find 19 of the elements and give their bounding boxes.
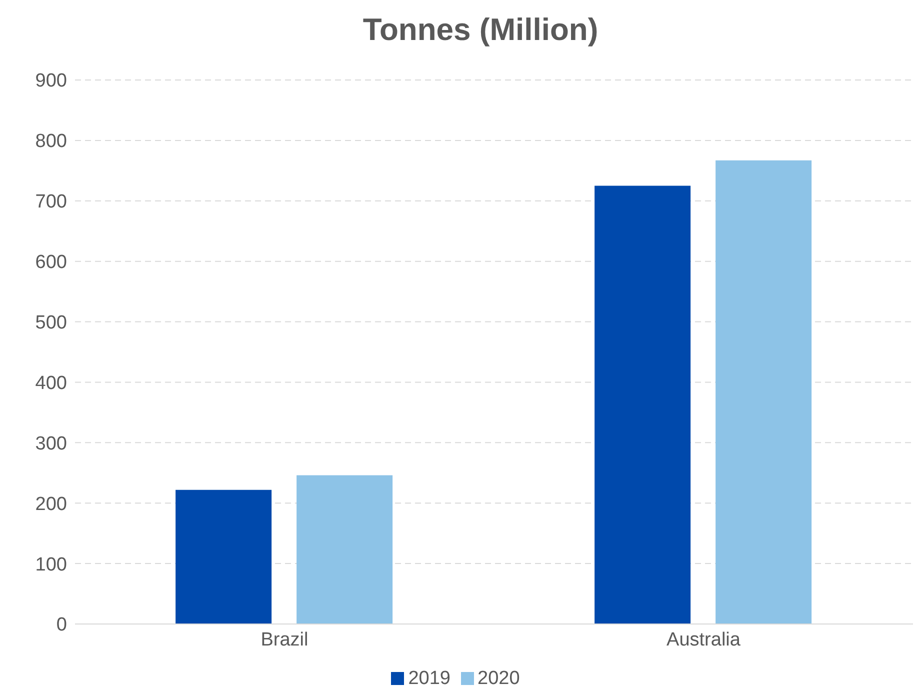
- x-tick-label: Australia: [666, 629, 741, 650]
- bar: [594, 186, 691, 624]
- y-tick-label: 800: [35, 131, 67, 152]
- y-tick-label: 700: [35, 192, 67, 213]
- chart-title: Tonnes (Million): [362, 11, 600, 49]
- legend-label: 2020: [478, 668, 520, 689]
- y-tick-label: 200: [35, 494, 67, 515]
- y-tick-label: 500: [35, 312, 67, 334]
- y-tick-label: 100: [35, 554, 67, 576]
- y-tick-label: 300: [35, 433, 67, 454]
- bar: [716, 160, 812, 624]
- y-tick-label: 900: [35, 70, 67, 92]
- bar: [296, 475, 393, 624]
- y-tick-label: 600: [35, 252, 67, 274]
- x-tick-label: Brazil: [260, 629, 308, 650]
- legend-label: 2019: [408, 668, 450, 689]
- bar: [176, 490, 272, 624]
- y-tick-label: 400: [35, 372, 67, 394]
- y-tick-label: 0: [56, 614, 67, 636]
